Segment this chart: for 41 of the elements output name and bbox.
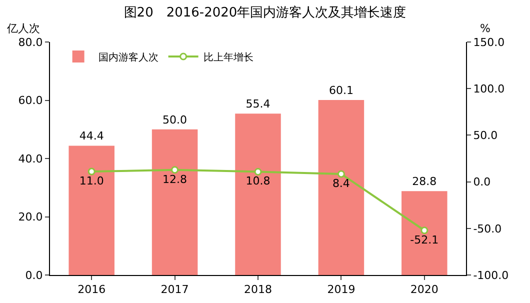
point <box>254 168 262 176</box>
y-tick-label: 80.0 <box>18 36 43 49</box>
legend-label: 比上年增长 <box>203 51 254 64</box>
data-label: 12.8 <box>162 172 188 186</box>
data-label: 50.0 <box>162 113 188 126</box>
y2-tick-label: -50.0 <box>473 222 502 236</box>
chart-title: 图20 2016-2020年国内游客人次及其增长速度 <box>124 4 406 21</box>
point <box>88 168 96 176</box>
y2-tick-label: 50.0 <box>473 129 498 142</box>
data-label: 28.8 <box>412 175 437 188</box>
data-label: 60.1 <box>328 84 354 97</box>
point <box>337 170 345 178</box>
y2-tick-label: 150.0 <box>473 36 505 49</box>
x-tick-label: 2019 <box>327 283 356 296</box>
bar <box>152 129 198 275</box>
point <box>420 226 428 234</box>
y2-tick-label: 100.0 <box>473 82 505 96</box>
y-tick-label: 40.0 <box>18 152 43 166</box>
y-tick-label: 0.0 <box>25 268 43 282</box>
data-label: 11.0 <box>79 174 104 188</box>
x-tick-label: 2016 <box>78 283 106 296</box>
data-label: 10.8 <box>246 174 270 188</box>
data-label: 8.4 <box>332 176 350 190</box>
y-axis-title: 亿人次 <box>6 22 40 35</box>
legend-label: 国内游客人次 <box>98 51 158 64</box>
point <box>171 166 179 174</box>
y2-axis-title: % <box>480 22 490 35</box>
bar <box>235 114 281 275</box>
y-tick-label: 20.0 <box>18 210 43 224</box>
y2-tick-label: 0.0 <box>473 176 491 189</box>
y-tick-label: 60.0 <box>18 94 43 108</box>
data-label: 44.4 <box>79 130 104 143</box>
bar <box>318 100 364 275</box>
data-label: -52.1 <box>410 233 439 246</box>
bar <box>68 146 114 275</box>
x-tick-label: 2017 <box>160 283 189 296</box>
bar <box>402 191 448 275</box>
x-tick-label: 2020 <box>410 283 438 296</box>
data-label: 55.4 <box>246 98 270 111</box>
x-tick-label: 2018 <box>244 283 272 296</box>
y2-tick-label: -100.0 <box>473 268 509 282</box>
